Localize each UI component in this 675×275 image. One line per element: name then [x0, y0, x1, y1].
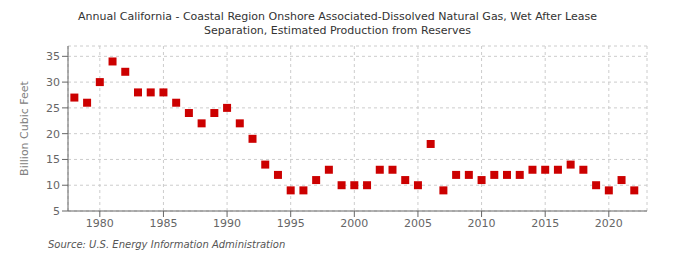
svg-text:2010: 2010	[468, 217, 496, 230]
svg-text:2015: 2015	[531, 217, 559, 230]
svg-text:1990: 1990	[213, 217, 241, 230]
svg-text:2000: 2000	[340, 217, 368, 230]
svg-text:1995: 1995	[277, 217, 305, 230]
svg-text:35: 35	[46, 50, 60, 63]
svg-text:1980: 1980	[86, 217, 114, 230]
html-text:Separation, Estimated Producti: Separation, Estimated Production from Re…	[204, 24, 471, 37]
svg-text:20: 20	[46, 128, 60, 141]
svg-text:5: 5	[53, 205, 60, 218]
svg-text:30: 30	[46, 76, 60, 89]
svg-text:25: 25	[46, 102, 60, 115]
svg-text:Billion Cubic Feet: Billion Cubic Feet	[18, 80, 31, 175]
html-text:Source: U.S. Energy Informatio: Source: U.S. Energy Information Administ…	[48, 239, 286, 250]
svg-text:15: 15	[46, 153, 60, 166]
svg-text:10: 10	[46, 179, 60, 192]
html-text:Annual California - Coastal Re: Annual California - Coastal Region Onsho…	[78, 10, 597, 23]
svg-text:2005: 2005	[404, 217, 432, 230]
svg-text:2020: 2020	[595, 217, 623, 230]
svg-text:1985: 1985	[149, 217, 177, 230]
